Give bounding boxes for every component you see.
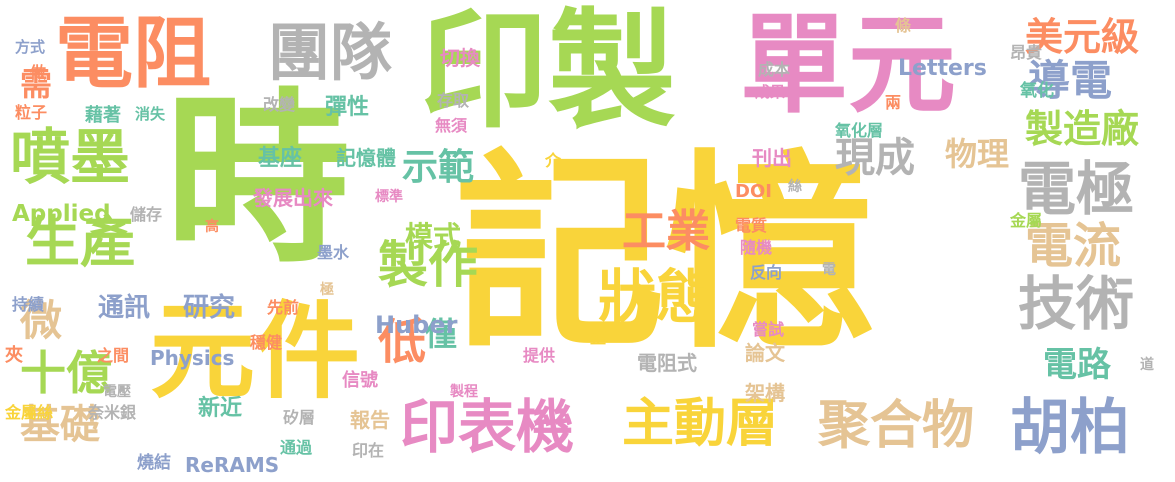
word-shi-yi: 十億 <box>20 346 112 400</box>
word-xiao-shi: 消失 <box>135 105 166 123</box>
word-zhi-cheng: 製程 <box>450 384 478 400</box>
word-qie-huan: 切換 <box>440 46 480 70</box>
word-xin-jin: 新近 <box>198 396 243 421</box>
word-dian: 電 <box>822 262 836 278</box>
word-applied: Applied <box>12 201 111 227</box>
word-di: 低 <box>378 314 427 370</box>
word-dian-zu: 電阻 <box>55 9 212 99</box>
word-ji: 極 <box>320 282 334 298</box>
word-jie: 介 <box>545 151 562 170</box>
word-yuan-jian: 元件 <box>150 291 361 413</box>
word-xian-cheng: 現成 <box>835 135 915 181</box>
word-cheng-guo: 成果 <box>755 83 786 101</box>
word-ti-gong: 提供 <box>523 346 556 365</box>
word-jia: 夾 <box>5 345 23 366</box>
word-zhuang-tai: 狀態 <box>598 263 715 331</box>
word-shi-fan: 示範 <box>402 147 475 188</box>
word-jin-shu: 金屬 <box>1010 211 1043 230</box>
word-li-zi: 粒子 <box>15 103 48 122</box>
word-doi: DOI <box>735 181 772 202</box>
word-dian-zu-shi: 電阻式 <box>637 351 697 375</box>
word-rerams: ReRAMS <box>185 453 280 477</box>
word-jia-gou: 架構 <box>745 381 785 405</box>
word-hu-bo: 胡柏 <box>1010 393 1130 463</box>
word-physics: Physics <box>150 346 235 370</box>
word-kan-chu: 刊出 <box>752 146 792 170</box>
word-chang-shi: 嘗試 <box>752 320 785 339</box>
word-dao-dian: 導電 <box>1028 56 1113 105</box>
word-yin-zhi: 印製 <box>420 0 677 146</box>
word-dian-liu: 電流 <box>1025 218 1122 274</box>
word-mo-shui: 墨水 <box>317 243 350 262</box>
word-shi: 時 <box>165 72 350 288</box>
word-fa-zhan-chu-lai: 發展出來 <box>253 186 333 210</box>
word-yang-hua: 氧化 <box>1020 81 1054 101</box>
word-fang-shi: 方式 <box>15 38 46 56</box>
word-ji-zuo: 基座 <box>258 146 303 171</box>
word-xian-qian: 先前 <box>267 298 300 317</box>
word-tuan-dui: 團隊 <box>268 16 393 89</box>
word-yin-zai: 印在 <box>352 441 385 460</box>
word-wei: 微 <box>20 296 63 345</box>
word-gai-bian: 改變 <box>263 95 296 114</box>
word-ji-chu: 基礎 <box>20 402 100 448</box>
word-jie-zhu: 藉著 <box>85 105 121 126</box>
word-xi-ceng: 矽層 <box>283 408 316 427</box>
word-tan-xing: 彈性 <box>325 95 370 120</box>
word-chu-cun: 儲存 <box>130 205 163 224</box>
word-letters: Letters <box>898 56 987 81</box>
word-zhu-dong-ceng: 主動層 <box>622 394 779 454</box>
word-pen-mo: 噴墨 <box>10 123 130 193</box>
word-gao: 高 <box>205 219 219 235</box>
word-ju-he-wu: 聚合物 <box>818 396 975 456</box>
word-fan-xiang: 反向 <box>750 263 783 282</box>
word-zhi-zao-chang: 製造廠 <box>1025 107 1140 151</box>
word-chi-xu: 持續 <box>12 295 45 314</box>
word-cheng-ben: 成本 <box>758 60 791 79</box>
word-biao-zhun: 標準 <box>375 189 403 205</box>
word-wen-jian: 穩健 <box>250 333 283 352</box>
word-dao: 道 <box>1140 357 1154 373</box>
word-lun-wen: 論文 <box>745 341 785 365</box>
word-sheng-chan: 生產 <box>25 210 136 274</box>
word-nai-mi-yin: 奈米銀 <box>88 403 137 422</box>
word-tong-guo: 通過 <box>280 438 313 457</box>
word-liang: 兩 <box>885 93 902 112</box>
word-huber: Huber <box>375 311 458 339</box>
word-sui-ji: 隨機 <box>740 238 773 257</box>
word-dian-ya: 電壓 <box>103 384 131 400</box>
word-zhi-jian: 之間 <box>97 346 130 365</box>
word-cun-qu: 存取 <box>437 91 470 110</box>
word-mo-shi: 模式 <box>405 220 462 253</box>
word-zhi-zuo: 製作 <box>378 236 478 294</box>
word-wu-xu: 無須 <box>435 116 468 135</box>
word-yin-biao-ji: 印表機 <box>400 393 575 461</box>
word-yang-hua-ceng: 氧化層 <box>835 121 884 140</box>
word-tiao: 條 <box>895 16 912 35</box>
word-jin: 僅 <box>425 315 458 353</box>
word-gong-ye: 工業 <box>622 206 710 257</box>
word-mei-yuan-ji: 美元級 <box>1025 15 1140 59</box>
word-ji-shu: 技術 <box>1018 270 1135 338</box>
word-yan-jiu: 研究 <box>183 293 236 323</box>
word-dan-yuan: 單元 <box>740 3 957 128</box>
word-ji-yi-ti: 記憶體 <box>336 146 396 170</box>
word-dian-zhi: 電質 <box>735 216 768 235</box>
word-xin-hao: 信號 <box>342 370 378 391</box>
word-xu: 需 <box>20 65 53 103</box>
word-wu-li: 物理 <box>945 135 1010 173</box>
word-ji-yi: 記憶 <box>455 132 876 377</box>
word-zuo: 做 <box>30 63 47 82</box>
word-dian-ji: 電極 <box>1018 155 1135 223</box>
word-ang-gui: 昂貴 <box>1010 43 1043 62</box>
word-dian-lu: 電路 <box>1043 345 1111 385</box>
word-tong-xun: 通訊 <box>98 293 151 323</box>
word-shao-jie: 燒結 <box>137 453 171 473</box>
word-jin-shu-si: 金屬絲 <box>5 403 54 422</box>
word-zheng: 整 <box>590 328 607 347</box>
word-bao-gao: 報告 <box>350 408 390 432</box>
word-si: 絲 <box>788 179 802 195</box>
